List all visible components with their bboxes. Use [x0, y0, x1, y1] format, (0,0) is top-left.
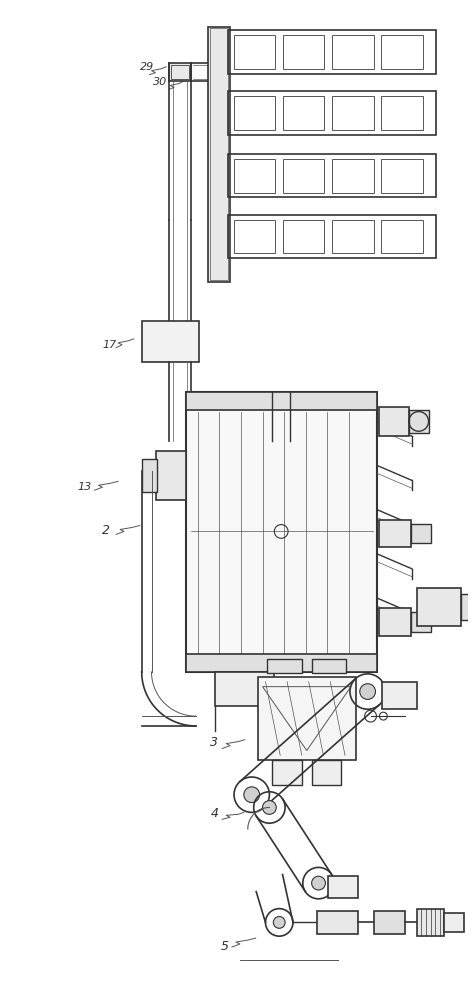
Bar — [411, 612, 430, 632]
Bar — [258, 677, 356, 760]
Bar — [381, 159, 422, 193]
Bar — [283, 96, 324, 130]
Bar — [228, 154, 437, 197]
Bar — [215, 672, 274, 706]
Bar — [373, 911, 405, 934]
Bar — [169, 63, 191, 81]
Bar — [211, 28, 228, 280]
Bar — [234, 96, 275, 130]
Text: 5: 5 — [220, 940, 228, 953]
Bar — [171, 65, 189, 79]
Bar — [228, 215, 437, 258]
Bar — [382, 682, 417, 709]
Bar — [332, 159, 373, 193]
Text: 30: 30 — [153, 77, 168, 87]
Text: 29: 29 — [140, 62, 154, 72]
Bar — [209, 27, 230, 282]
Bar — [268, 659, 302, 673]
Bar — [411, 524, 430, 543]
Bar — [381, 96, 422, 130]
Bar — [186, 392, 378, 672]
Bar — [272, 760, 302, 785]
Bar — [234, 35, 275, 69]
Circle shape — [312, 876, 325, 890]
Bar — [381, 220, 422, 253]
Circle shape — [244, 787, 260, 803]
Bar — [417, 588, 461, 626]
Bar — [461, 594, 472, 620]
Bar — [317, 911, 358, 934]
Text: 2: 2 — [102, 524, 110, 537]
Bar — [329, 876, 358, 898]
Bar — [142, 321, 199, 362]
Bar — [312, 659, 346, 673]
Bar — [379, 407, 409, 436]
Bar — [312, 760, 341, 785]
Bar — [332, 96, 373, 130]
Bar — [228, 30, 437, 74]
Bar — [417, 909, 444, 936]
Bar — [186, 654, 378, 672]
Bar — [156, 451, 186, 500]
Bar — [283, 220, 324, 253]
Circle shape — [262, 801, 276, 814]
Bar — [381, 35, 422, 69]
Text: 3: 3 — [211, 736, 219, 749]
Bar — [186, 392, 378, 410]
Bar — [234, 220, 275, 253]
Bar — [283, 35, 324, 69]
Circle shape — [360, 684, 376, 699]
Bar — [228, 91, 437, 135]
Circle shape — [273, 917, 285, 928]
Bar — [444, 913, 464, 932]
Bar — [332, 35, 373, 69]
Bar — [332, 220, 373, 253]
Bar — [234, 159, 275, 193]
Bar — [142, 459, 158, 492]
Bar — [379, 608, 411, 636]
Text: 4: 4 — [211, 807, 219, 820]
Bar — [283, 159, 324, 193]
Text: 17: 17 — [102, 340, 117, 350]
Text: 13: 13 — [78, 482, 92, 492]
Bar — [409, 410, 429, 433]
Bar — [379, 520, 411, 547]
